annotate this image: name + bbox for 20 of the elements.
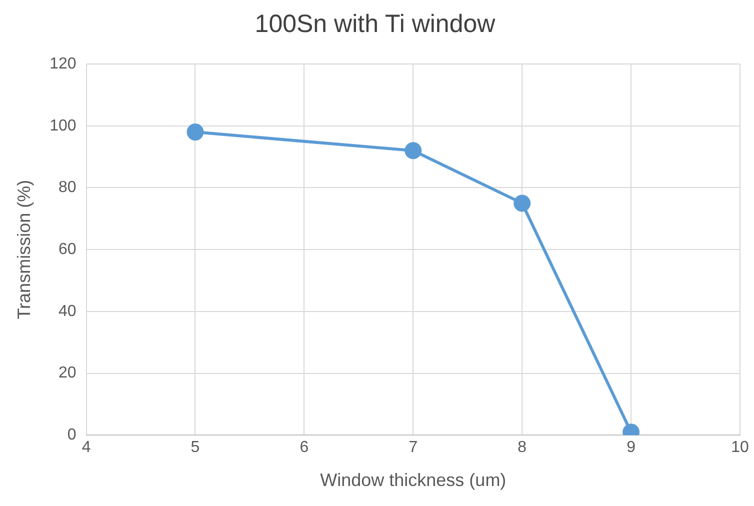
y-axis-title: Transmission (%) [14, 180, 34, 320]
point [404, 142, 422, 160]
y-tick-label: 80 [58, 179, 76, 196]
y-tick-label: 0 [67, 426, 76, 444]
y-tick-label: 100 [50, 117, 76, 134]
y-tick-label: 20 [58, 364, 76, 382]
chart-title: 100Sn with Ti window [254, 10, 496, 38]
y-tick-label: 60 [58, 241, 76, 258]
x-tick-label: 8 [518, 439, 527, 456]
point [186, 124, 204, 141]
x-tick-label: 10 [731, 439, 749, 456]
point [514, 194, 531, 212]
x-tick-label: 6 [300, 439, 309, 456]
x-tick-label: 9 [626, 439, 636, 456]
x-tick-label: 7 [408, 439, 418, 456]
x-tick-label: 4 [82, 439, 91, 456]
y-tick-label: 40 [58, 302, 76, 320]
x-axis-title: Window thickness (um) [320, 470, 506, 490]
x-tick-label: 5 [190, 439, 200, 456]
y-tick-label: 120 [50, 55, 76, 72]
